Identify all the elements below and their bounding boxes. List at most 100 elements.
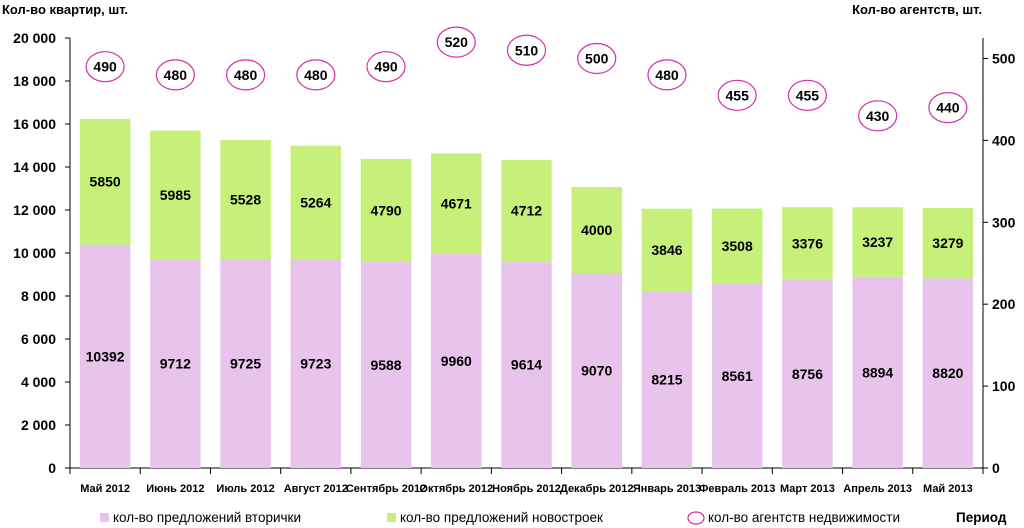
agency-value-label: 510 [515,42,539,58]
bar-secondary [360,261,412,468]
value-label-secondary: 9712 [160,356,191,372]
bar-secondary [290,258,342,468]
agency-value-label: 480 [655,67,679,83]
agency-value-label: 490 [374,59,398,75]
x-tick-label: Январь 2013 [633,483,701,495]
bar-newbuild [571,186,623,273]
bar-secondary [641,291,693,468]
value-label-secondary: 9960 [441,353,472,369]
agency-marker [366,51,406,83]
agency-marker [296,59,336,91]
value-label-newbuild: 3846 [651,242,682,258]
agency-value-label: 440 [936,100,960,116]
bar-newbuild [782,207,833,280]
value-label-secondary: 10392 [86,348,125,364]
value-label-secondary: 9070 [581,362,612,378]
x-tick-label: Май 2012 [80,483,130,495]
bar-secondary [501,261,552,468]
value-label-secondary: 9614 [511,357,542,373]
value-label-secondary: 8820 [932,365,963,381]
agency-value-label: 480 [164,67,188,83]
agency-marker [506,34,547,66]
bars: 10392 5850 9712 5985 9725 5528 9723 5264 9588 479… [79,118,974,468]
bar-secondary [150,259,201,468]
legend-label-agencies: кол-во агентств недвижимости [708,510,900,525]
value-label-secondary: 9723 [300,355,331,371]
value-label-newbuild: 5850 [90,174,121,190]
right-tick-label: 0 [992,460,1000,476]
x-tick-label: Октябрь 2012 [419,483,493,495]
left-tick-label: 14 000 [13,159,56,175]
value-label-secondary: 8894 [862,364,893,380]
left-tick-label: 18 000 [13,73,56,89]
legend-label-secondary: кол-во предложений вторички [113,510,301,525]
bar-secondary [220,258,271,468]
right-tick-label: 500 [992,50,1016,66]
value-label-newbuild: 3508 [722,238,753,254]
bar-newbuild [922,207,974,279]
agency-marker [647,59,687,91]
right-tick-label: 400 [992,132,1016,148]
left-tick-label: 20 000 [13,30,56,46]
bar-secondary [430,253,482,468]
value-label-newbuild: 4000 [581,222,612,238]
legend-label-newbuild: кол-во предложений новостроек [400,510,603,525]
agency-value-label: 490 [93,59,117,75]
agency-marker [928,92,968,124]
legend-swatch-secondary [100,513,109,522]
left-tick-label: 10 000 [13,245,56,261]
x-tick-label: Август 2012 [284,483,348,495]
right-tick-label: 200 [992,296,1016,312]
agency-marker [577,42,617,75]
value-label-secondary: 9588 [370,357,401,373]
x-axis-title: Период [956,510,1007,525]
value-label-secondary: 9725 [230,355,261,371]
value-label-newbuild: 4671 [441,196,472,212]
agency-value-label: 455 [726,87,750,103]
left-tick-label: 12 000 [13,202,56,218]
agency-value-label: 455 [796,87,820,103]
bar-newbuild [430,153,482,254]
agency-marker [85,51,125,83]
x-tick-labels: Май 2012 Июнь 2012 Июль 2012 Август 2012Сен… [80,483,972,495]
left-axis-title: Кол-во квартир, шт. [2,2,128,17]
value-label-secondary: 8215 [651,372,682,388]
bar-secondary [79,244,131,468]
left-tick-label: 2 000 [21,417,56,433]
agency-marker [436,26,476,58]
bar-newbuild [79,118,131,245]
agency-value-label: 520 [445,34,469,50]
x-tick-label: Июнь 2012 [146,483,204,495]
left-tick-label: 8 000 [21,288,56,304]
legend-swatch-newbuild [387,513,396,522]
x-tick-label: Июль 2012 [216,483,274,495]
bar-newbuild [501,159,552,262]
agency-marker [858,100,898,132]
agency-marker [225,59,266,91]
bar-newbuild [641,208,693,292]
legend: кол-во предложений вторички кол-во предл… [100,510,1007,525]
x-tick-label: Февраль 2013 [699,483,775,495]
agency-marker [155,59,195,91]
bar-newbuild [220,140,271,259]
value-label-newbuild: 5264 [300,194,331,210]
bar-newbuild [852,207,903,277]
right-tick-label: 100 [992,378,1016,394]
value-label-newbuild: 3237 [862,234,893,250]
bar-secondary [782,279,833,468]
agency-marker [787,79,828,111]
x-tick-label: Сентябрь 2012 [346,483,426,495]
value-label-newbuild: 4790 [370,202,401,218]
bar-secondary [571,272,623,468]
left-tick-label: 16 000 [13,116,56,132]
x-tick-label: Май 2013 [923,483,973,495]
agency-value-label: 480 [304,67,328,83]
bar-secondary [922,278,974,468]
x-tick-label: Декабрь 2012 [560,483,634,495]
agency-marker [717,79,757,111]
value-label-secondary: 8756 [792,366,823,382]
x-tick-label: Апрель 2013 [843,483,912,495]
left-tick-label: 0 [48,460,56,476]
right-tick-label: 300 [992,214,1016,230]
